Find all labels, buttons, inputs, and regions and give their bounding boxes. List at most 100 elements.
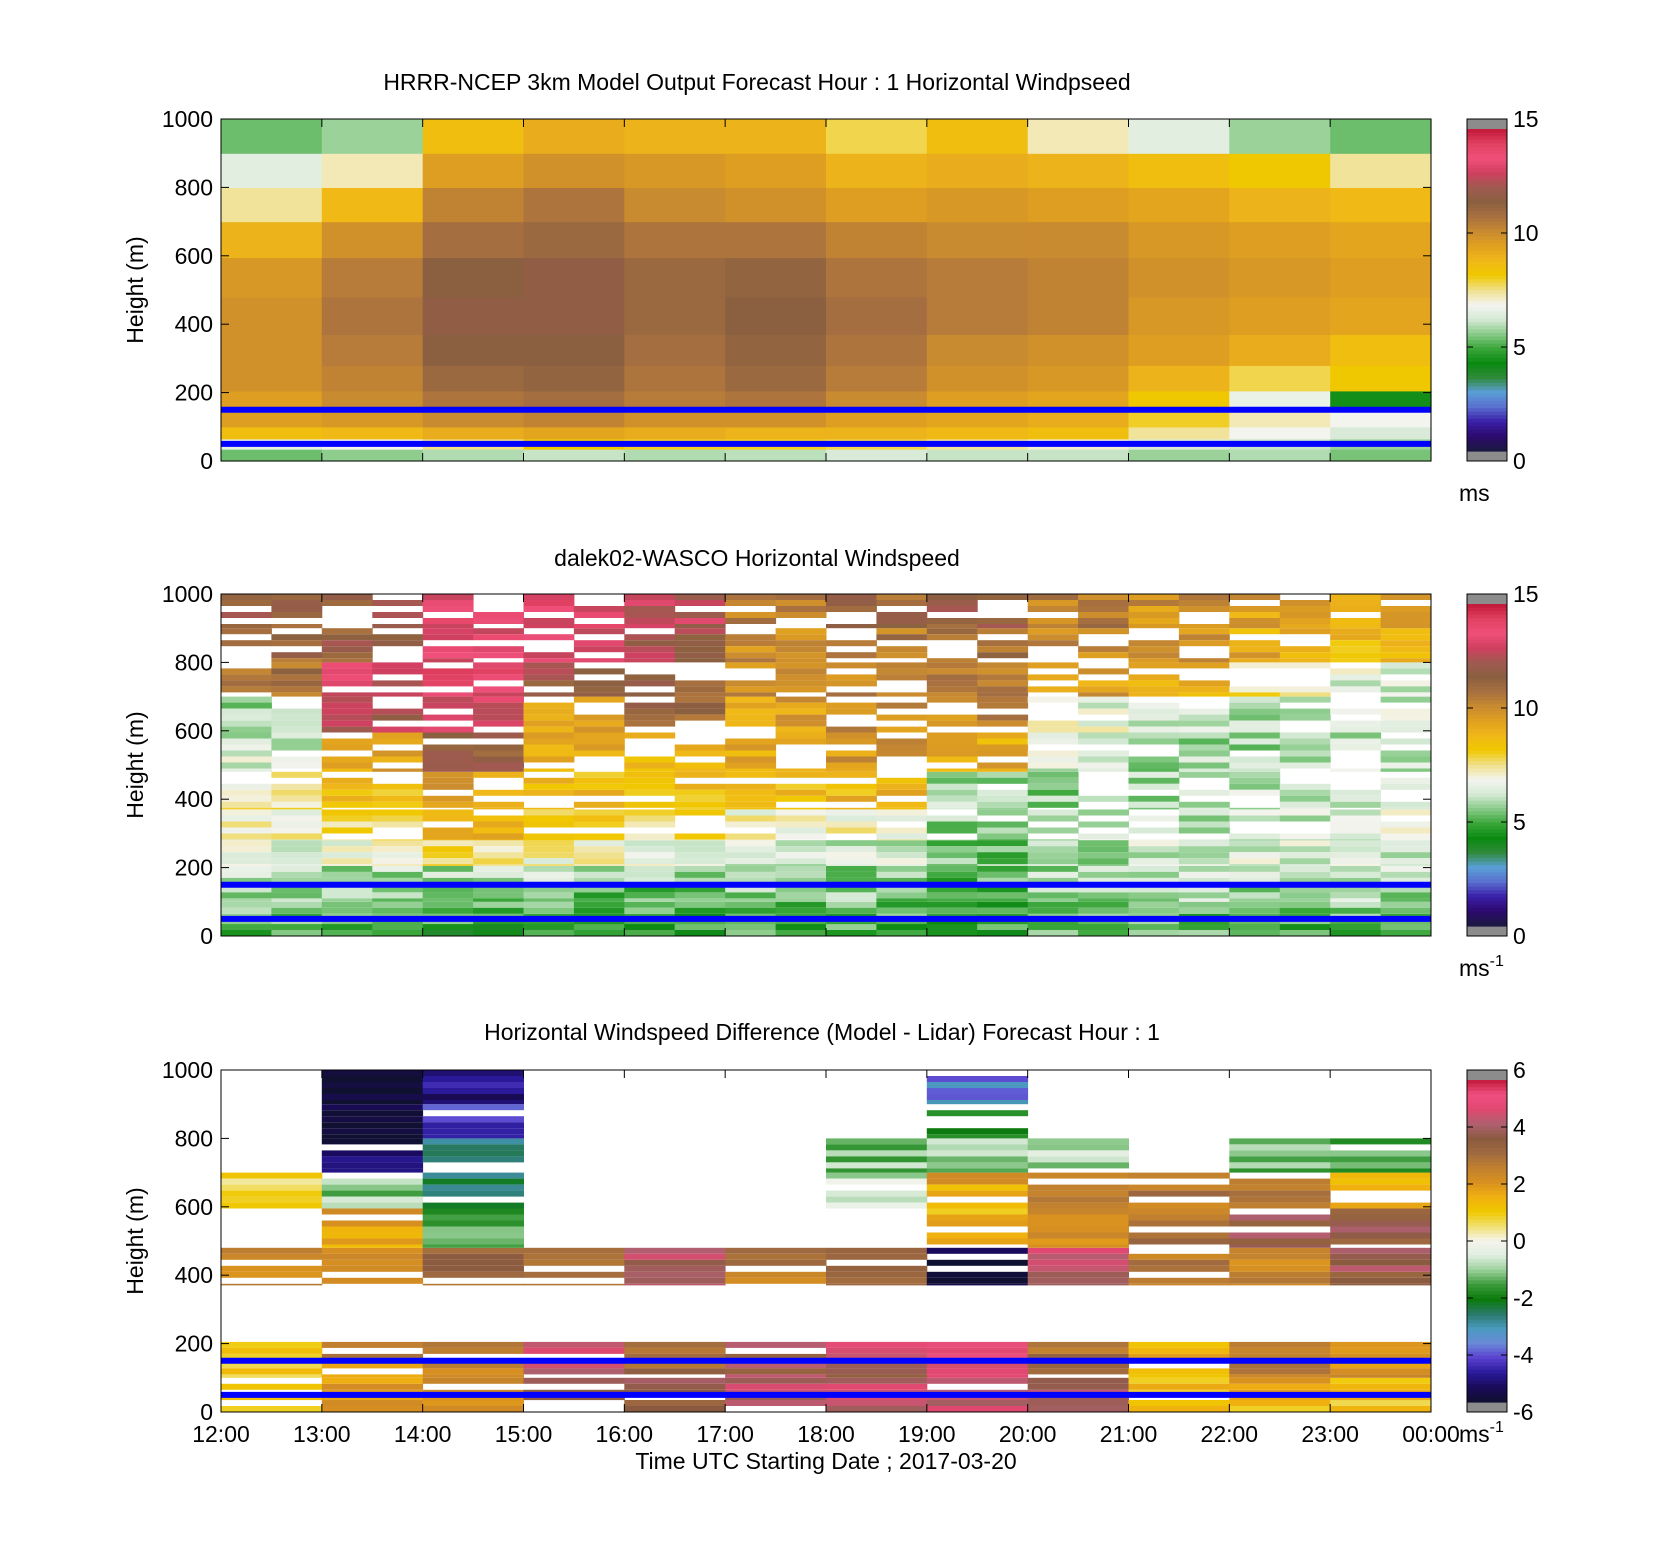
colorbar-segment (1467, 664, 1507, 669)
heatmap-cell (775, 871, 827, 878)
heatmap-cell (876, 846, 928, 853)
heatmap-cell (674, 809, 726, 816)
heatmap-cell (624, 801, 676, 808)
heatmap-cell (1027, 1400, 1129, 1406)
heatmap-cell (1380, 692, 1432, 697)
heatmap-cell (775, 696, 827, 703)
heatmap-cell (624, 606, 676, 612)
heatmap-cell (321, 809, 373, 816)
heatmap-cell (1178, 809, 1230, 816)
heatmap-cell (473, 846, 524, 853)
heatmap-cell (1279, 795, 1331, 802)
colorbar-segment (1467, 411, 1507, 416)
colorbar-segment (1467, 1255, 1507, 1260)
colorbar-segment (1467, 1326, 1507, 1332)
heatmap-cell (221, 886, 272, 893)
heatmap-cell (1078, 702, 1129, 709)
heatmap-cell (775, 865, 827, 872)
heatmap-cell (321, 1138, 424, 1145)
heatmap-cell (674, 768, 726, 772)
colorbar-segment (1467, 1212, 1507, 1217)
heatmap-cell (372, 624, 424, 629)
colorbar-segment (1467, 372, 1507, 377)
heatmap-cell (1279, 714, 1331, 721)
heatmap-cell (977, 789, 1029, 796)
heatmap-cell (1279, 646, 1331, 653)
heatmap-cell (624, 658, 676, 663)
heatmap-cell (422, 624, 474, 629)
heatmap-cell (1027, 777, 1079, 784)
heatmap-cell (422, 1122, 524, 1129)
heatmap-cell (422, 1283, 524, 1286)
heatmap-cell (725, 662, 777, 669)
colorbar-segment (1467, 768, 1507, 773)
heatmap-cell (1128, 1383, 1230, 1390)
heatmap-cell (1229, 809, 1281, 816)
heatmap-cell (221, 1353, 323, 1360)
heatmap-cell (321, 1196, 424, 1203)
colorbar-segment (1467, 1190, 1507, 1196)
heatmap-cell (624, 768, 676, 772)
heatmap-cell (1078, 594, 1129, 600)
colorbar-segment (1467, 904, 1507, 909)
heatmap-cell (1279, 696, 1331, 703)
heatmap-cell (1078, 618, 1129, 624)
colorbar-segment (1467, 815, 1507, 820)
heatmap-cell (1229, 815, 1281, 822)
heatmap-cell (977, 594, 1029, 600)
heatmap-cell (1229, 1196, 1331, 1203)
colorbar-segment (1467, 1351, 1507, 1357)
colorbar-segment (1467, 625, 1507, 630)
colorbar-segment (1467, 807, 1507, 813)
heatmap-cell (977, 840, 1029, 847)
heatmap-cell (1330, 600, 1382, 606)
heatmap-cell (523, 1283, 625, 1286)
heatmap-cell (674, 864, 726, 866)
heatmap-cell (1330, 1168, 1432, 1173)
colorbar-segment (1467, 718, 1507, 723)
heatmap-cell (1330, 858, 1382, 865)
colorbar-segment (1467, 257, 1507, 262)
heatmap-cell (1279, 877, 1331, 884)
heatmap-cell (725, 119, 827, 154)
colorbar-segment (1467, 1137, 1507, 1142)
heatmap-cell (372, 846, 424, 853)
heatmap-cell (1229, 334, 1331, 366)
heatmap-cell (422, 815, 474, 822)
heatmap-cell (1229, 1377, 1331, 1384)
colorbar-segment (1467, 1094, 1507, 1099)
heatmap-cell (674, 744, 726, 751)
heatmap-cell (523, 807, 575, 810)
heatmap-cell (826, 1162, 928, 1169)
heatmap-cell (1229, 886, 1281, 893)
heatmap-cell (826, 732, 877, 739)
heatmap-cell (321, 789, 373, 796)
heatmap-cell (221, 612, 272, 618)
heatmap-cell (826, 919, 877, 925)
heatmap-cell (624, 334, 726, 366)
heatmap-cell (523, 1247, 625, 1254)
colorbar-end (1467, 1402, 1507, 1412)
y-axis-label: Height (m) (122, 236, 148, 343)
heatmap-cell (775, 852, 827, 859)
heatmap-cell (1279, 612, 1331, 618)
heatmap-cell (372, 858, 424, 865)
heatmap-cell (977, 907, 1029, 914)
colorbar-segment (1467, 1176, 1507, 1181)
heatmap-cell (725, 771, 777, 778)
heatmap-cell (372, 901, 424, 908)
heatmap-cell (826, 449, 928, 462)
colorbar-segment (1467, 1183, 1507, 1188)
heatmap-cell (523, 858, 575, 865)
heatmap-cell (321, 426, 424, 440)
colorbar-segment (1467, 1262, 1507, 1267)
colorbar-unit: ms (1459, 480, 1490, 506)
heatmap-cell (826, 771, 877, 778)
heatmap-cell (1229, 221, 1331, 259)
heatmap-cell (826, 827, 877, 834)
heatmap-cell (422, 426, 525, 440)
colorbar-segment (1467, 139, 1507, 144)
heatmap-cell (876, 646, 928, 653)
heatmap-cell (1128, 771, 1180, 778)
heatmap-cell (573, 640, 625, 647)
